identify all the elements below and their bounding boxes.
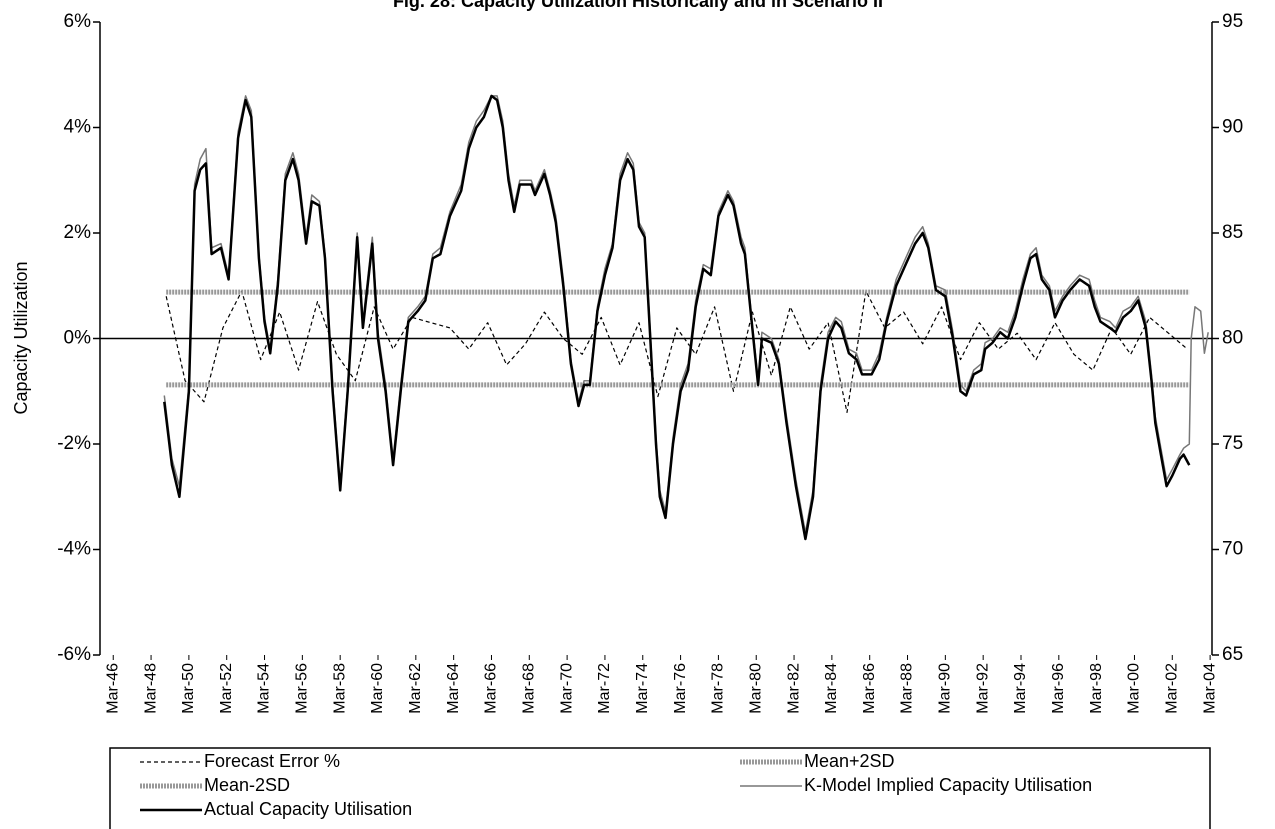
x-tick-label: Mar-92 [974,663,991,714]
x-tick-label: Mar-72 [596,663,613,714]
y-tick-label: 4% [64,117,92,138]
legend-label: Actual Capacity Utilisation [204,799,412,819]
x-tick-label: Mar-98 [1088,663,1105,714]
x-tick-label: Mar-02 [1164,663,1181,714]
x-tick-label: Mar-82 [785,663,802,714]
y2-tick-label: 80 [1222,328,1243,349]
x-tick-label: Mar-86 [861,663,878,714]
x-tick-label: Mar-66 [483,663,500,714]
x-tick-label: Mar-78 [710,663,727,714]
y-axis-label: Capacity Utilization [11,261,31,414]
legend-box [109,747,1211,829]
y2-tick-label: 85 [1222,222,1243,243]
legend-label: Mean+2SD [804,751,895,771]
x-tick-label: Mar-62 [407,663,424,714]
x-tick-label: Mar-90 [937,663,954,714]
y-tick-label: -6% [57,644,91,665]
chart-title: Fig. 28: Capacity Utilization Historical… [393,0,883,11]
x-tick-label: Mar-64 [445,663,462,714]
y2-tick-label: 95 [1222,11,1243,32]
x-tick-label: Mar-94 [1012,663,1029,714]
y-tick-label: 0% [64,328,92,349]
y2-tick-label: 90 [1222,117,1243,138]
x-tick-label: Mar-52 [218,663,235,714]
x-tick-label: Mar-04 [1201,663,1218,714]
legend-label: Mean-2SD [204,775,290,795]
x-tick-label: Mar-48 [142,663,159,714]
x-tick-label: Mar-46 [104,663,121,714]
x-tick-label: Mar-70 [558,663,575,714]
x-tick-label: Mar-60 [369,663,386,714]
series-line [165,290,1188,413]
legend-label: Forecast Error % [204,751,340,771]
y2-tick-label: 65 [1222,644,1243,665]
y2-tick-label: 70 [1222,539,1243,560]
x-tick-label: Mar-50 [180,663,197,714]
x-tick-label: Mar-74 [634,663,651,714]
legend-label: K-Model Implied Capacity Utilisation [804,775,1092,795]
x-tick-label: Mar-88 [899,663,916,714]
x-tick-label: Mar-54 [256,663,273,714]
x-tick-label: Mar-58 [331,663,348,714]
y-tick-label: -2% [57,433,91,454]
y-tick-label: -4% [57,539,91,560]
x-tick-label: Mar-76 [672,663,689,714]
y-tick-label: 6% [64,11,92,32]
x-tick-label: Mar-84 [823,663,840,714]
series-line [163,94,1191,541]
series-line [163,95,1209,534]
x-tick-label: Mar-00 [1126,663,1143,714]
x-tick-label: Mar-80 [747,663,764,714]
y2-tick-label: 75 [1222,433,1243,454]
x-tick-label: Mar-56 [294,663,311,714]
x-tick-label: Mar-68 [521,663,538,714]
x-tick-label: Mar-96 [1050,663,1067,714]
y-tick-label: 2% [64,222,92,243]
